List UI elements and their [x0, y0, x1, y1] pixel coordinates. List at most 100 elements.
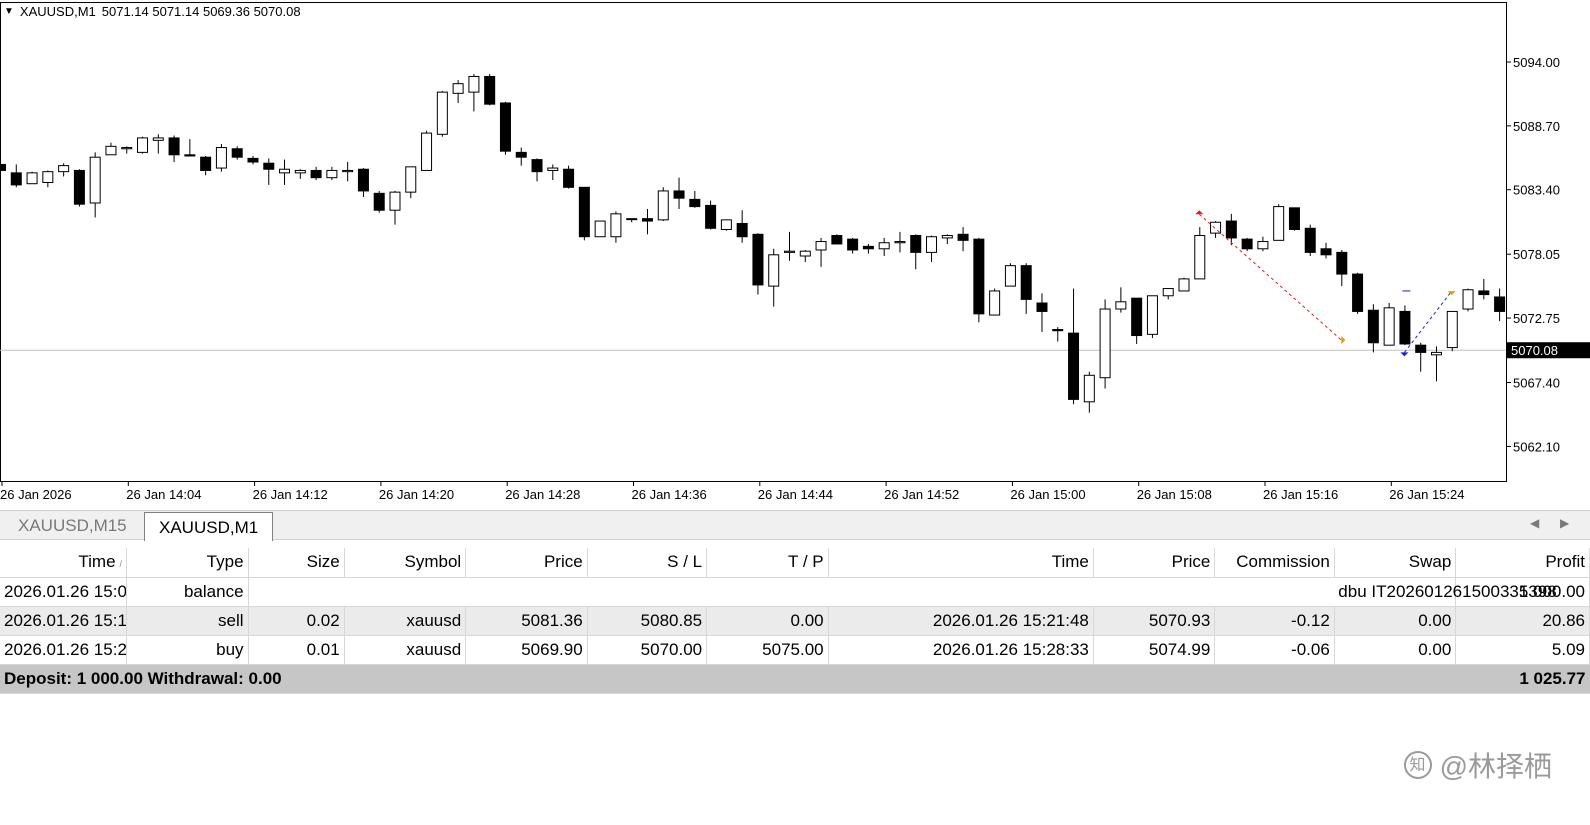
bear-candle — [973, 238, 985, 315]
bull-candle — [799, 250, 811, 257]
time-tick-label: 26 Jan 14:04 — [126, 487, 201, 502]
col-header-swap[interactable]: Swap — [1334, 548, 1457, 578]
candlestick-chart[interactable]: 5094.00 5088.70 5083.40 5078.05 5072.75 5067.… — [0, 0, 1590, 510]
chart-tabs: XAUUSD,M15 XAUUSD,M1 ◀ ▶ — [0, 510, 1590, 541]
table-header-row: Time / Type Size Symbol Price S / L T / P… — [0, 548, 1590, 578]
col-header-close-time[interactable]: Time — [828, 548, 1094, 578]
col-header-commission[interactable]: Commission — [1214, 548, 1335, 578]
bear-candle — [847, 238, 859, 251]
col-header-type[interactable]: Type — [126, 548, 249, 578]
bear-candle — [1304, 227, 1316, 253]
bull-candle — [594, 220, 606, 238]
cell-profit: 20.86 — [1455, 606, 1590, 636]
price-tick-label: 5072.75 — [1513, 311, 1560, 326]
cell-symbol: xauusd — [344, 635, 467, 665]
current-price-label: 5070.08 — [1511, 343, 1558, 358]
price-tick-label: 5094.00 — [1513, 55, 1560, 70]
table-row-sell[interactable]: 2026.01.26 15:12:49 sell 0.02 xauusd 508… — [0, 606, 1590, 636]
cell-comment: dbu IT20260126150033539​8 — [1334, 577, 1557, 607]
cell-size: 0.02 — [248, 606, 345, 636]
col-header-sl[interactable]: S / L — [587, 548, 708, 578]
col-header-open-price[interactable]: Price — [465, 548, 588, 578]
cell-open-price: 5069.90 — [465, 635, 588, 665]
cell-swap: 0.00 — [1334, 606, 1457, 636]
bull-candle — [1430, 351, 1442, 356]
bear-candle — [231, 148, 243, 158]
cell-close-price: 5074.99 — [1093, 635, 1216, 665]
col-header-open-time[interactable]: Time / — [0, 548, 128, 578]
chart-ohlc: 5071.14 5071.14 5069.36 5070.08 — [101, 4, 301, 19]
bull-candle — [941, 235, 953, 239]
zhihu-logo-icon: 知 — [1403, 751, 1432, 779]
cell-sl: 5080.85 — [587, 606, 708, 636]
sort-icon: / — [119, 559, 123, 570]
bull-candle — [215, 147, 227, 169]
bear-candle — [957, 233, 969, 241]
watermark-text: @林择栖 — [1439, 751, 1552, 782]
watermark: 知 @林择栖 — [1403, 745, 1552, 785]
bull-candle — [1210, 221, 1222, 234]
bull-candle — [1273, 206, 1285, 241]
bear-candle — [531, 159, 543, 173]
scroll-right-icon[interactable]: ▶ — [1560, 516, 1570, 530]
price-tick-label: 5062.10 — [1513, 439, 1560, 454]
bull-candle — [152, 137, 164, 141]
bull-candle — [1257, 241, 1269, 250]
tab-xauusd-m1[interactable]: XAUUSD,M1 — [144, 512, 274, 541]
bear-candle — [247, 157, 259, 163]
sell-entry-arrow — [1195, 210, 1204, 215]
col-header-profit[interactable]: Profit — [1455, 548, 1590, 578]
col-header-tp[interactable]: T / P — [706, 548, 829, 578]
bull-candle — [389, 191, 401, 211]
bull-candle — [121, 147, 133, 150]
cell-close-price: 5070.93 — [1093, 606, 1216, 636]
bear-candle — [499, 102, 511, 152]
history-table: Time / Type Size Symbol Price S / L T / P… — [0, 548, 1590, 694]
bear-candle — [10, 172, 22, 186]
scroll-left-icon[interactable]: ◀ — [1530, 516, 1540, 530]
bull-candle — [58, 165, 70, 173]
col-header-symbol[interactable]: Symbol — [344, 548, 467, 578]
bear-candle — [1052, 329, 1064, 332]
bear-candle — [357, 168, 369, 192]
cell-sl: 5070.00 — [587, 635, 708, 665]
bull-candle — [42, 171, 54, 183]
bull-candle — [720, 219, 732, 230]
chart-header: ▼ XAUUSD,M1 5071.14 5071.14 5069.36 5070… — [4, 4, 301, 19]
bull-candle — [105, 145, 117, 156]
table-row-balance[interactable]: 2026.01.26 15:02:00 balance dbu IT202601… — [0, 577, 1590, 607]
bear-candle — [1068, 332, 1080, 400]
time-tick-label: 26 Jan 14:12 — [253, 487, 328, 502]
bear-candle — [1225, 220, 1237, 239]
bear-candle — [910, 235, 922, 253]
bull-candle — [1004, 265, 1016, 287]
price-chart[interactable]: 5094.00 5088.70 5083.40 5078.05 5072.75 5067.… — [0, 0, 1590, 510]
collapse-triangle-icon[interactable]: ▼ — [4, 6, 14, 17]
cell-size: 0.01 — [248, 635, 345, 665]
cell-close-time: 2026.01.26 15:28:33 — [828, 635, 1094, 665]
bull-candle — [294, 169, 306, 174]
bull-candle — [878, 242, 890, 250]
bull-candle — [421, 132, 433, 171]
bear-candle — [1367, 309, 1379, 344]
bear-candle — [1020, 265, 1032, 300]
bear-candle — [0, 163, 6, 171]
col-header-close-price[interactable]: Price — [1093, 548, 1216, 578]
cell-swap: 0.00 — [1334, 635, 1457, 665]
table-row-buy[interactable]: 2026.01.26 15:25:46 buy 0.01 xauusd 5069… — [0, 635, 1590, 665]
chart-frame — [0, 2, 1507, 482]
cell-tp: 0.00 — [706, 606, 829, 636]
bear-candle — [673, 190, 685, 199]
bear-candle — [705, 204, 717, 229]
tab-xauusd-m15[interactable]: XAUUSD,M15 — [18, 516, 127, 535]
bull-candle — [989, 290, 1001, 316]
time-tick-label: 26 Jan 14:44 — [758, 487, 833, 502]
col-header-size[interactable]: Size — [248, 548, 345, 578]
bear-candle — [1494, 296, 1506, 312]
bull-candle — [547, 167, 559, 171]
buy-exit-arrow — [1447, 291, 1456, 296]
time-tick-label: 26 Jan 14:28 — [505, 487, 580, 502]
bear-candle — [563, 168, 575, 188]
bull-candle — [452, 83, 464, 94]
cell-profit: 1 000.00 — [1455, 577, 1590, 607]
